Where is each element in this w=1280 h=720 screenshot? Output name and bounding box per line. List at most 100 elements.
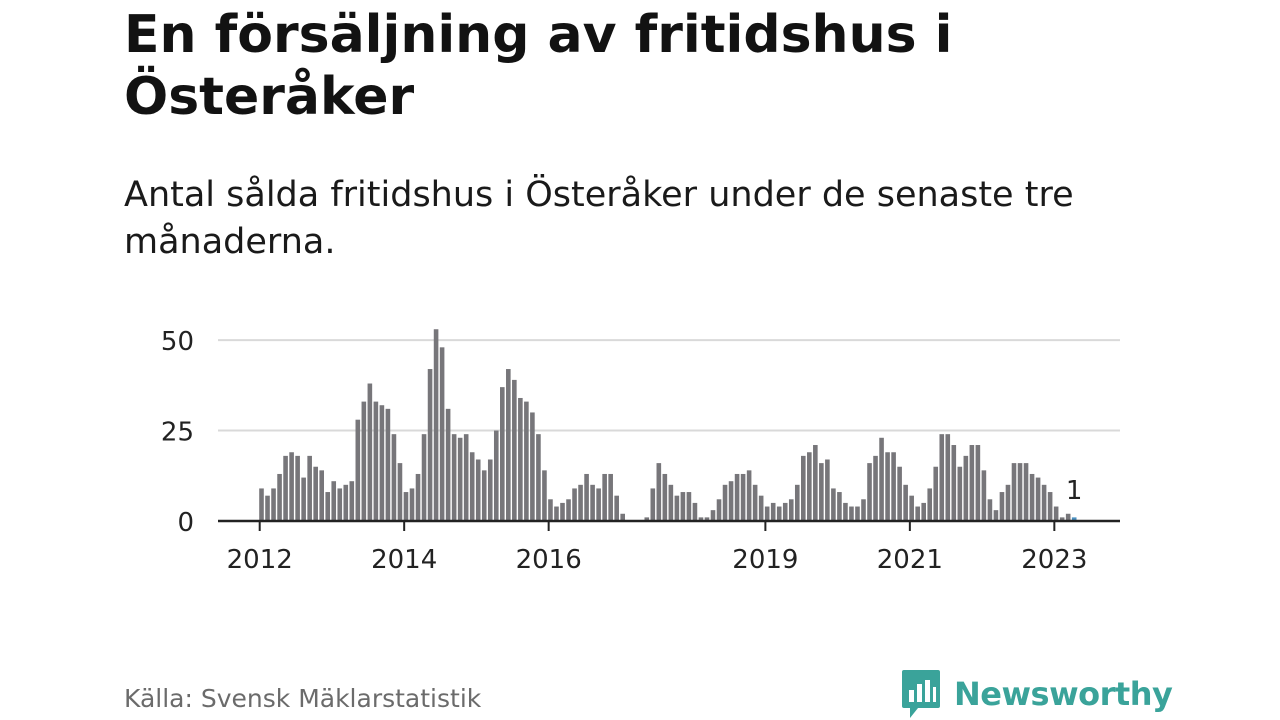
bar <box>963 455 969 521</box>
bar <box>770 502 776 521</box>
bar <box>1041 484 1047 521</box>
chart-title: En försäljning av fritidshus i Österåker <box>124 5 953 127</box>
bar <box>716 499 722 521</box>
bar <box>439 347 445 521</box>
bar <box>1011 463 1017 521</box>
bar <box>999 492 1005 521</box>
bar-chart: 0 25 50 2012 2014 2016 2019 2021 2023 1 <box>161 327 1120 575</box>
bar <box>343 484 349 521</box>
highlight-value-label: 1 <box>1066 476 1083 506</box>
source-note: Källa: Svensk Mäklarstatistik <box>124 684 482 713</box>
bar <box>265 495 270 521</box>
bar <box>590 484 595 521</box>
bar <box>512 379 517 521</box>
bar <box>903 484 908 521</box>
bar <box>1053 506 1059 521</box>
bar <box>861 499 866 521</box>
bar <box>415 473 421 521</box>
x-tick-label: 2019 <box>732 545 798 575</box>
newsworthy-logo-icon <box>902 670 940 718</box>
bar <box>379 405 385 521</box>
bar <box>879 437 884 521</box>
bar <box>782 502 788 521</box>
bar <box>969 445 975 521</box>
brand: Newsworthy <box>900 668 1173 720</box>
bar <box>403 492 409 521</box>
x-tick-label: 2014 <box>371 545 437 575</box>
bar <box>837 492 842 521</box>
bar <box>825 459 830 521</box>
bar <box>734 473 740 521</box>
bar <box>915 506 920 521</box>
bar <box>674 495 680 521</box>
bar <box>596 488 601 521</box>
bar <box>506 369 511 521</box>
brand-name: Newsworthy <box>954 675 1173 713</box>
x-tick-label: 2012 <box>227 545 293 575</box>
bar <box>554 506 559 521</box>
bar <box>295 455 300 521</box>
bar <box>1059 517 1065 521</box>
bar <box>1047 492 1053 521</box>
bar <box>794 484 800 521</box>
gridlines <box>218 339 1120 432</box>
bar <box>692 502 698 521</box>
y-axis-ticks: 0 25 50 <box>161 327 194 538</box>
bar <box>451 434 457 521</box>
bar <box>656 463 662 521</box>
bar <box>542 470 547 521</box>
bar <box>933 466 939 521</box>
bar <box>951 445 957 521</box>
x-tick-label: 2023 <box>1021 545 1087 575</box>
bar <box>602 473 607 521</box>
bar <box>614 495 619 521</box>
bar <box>945 434 951 521</box>
bar <box>481 470 487 521</box>
bar <box>909 495 914 521</box>
bar <box>939 434 945 521</box>
bar <box>704 517 710 521</box>
bar <box>1029 473 1035 521</box>
y-tick-label: 0 <box>177 508 194 538</box>
bar <box>788 499 794 521</box>
x-tick-label: 2016 <box>516 545 582 575</box>
bar <box>1065 513 1071 521</box>
bar <box>325 492 331 521</box>
bar <box>427 369 433 521</box>
bar <box>337 488 343 521</box>
bar <box>500 387 505 521</box>
bar <box>475 459 481 521</box>
bar <box>776 506 782 521</box>
bar <box>957 466 963 521</box>
bar <box>921 502 926 521</box>
bar <box>367 383 373 521</box>
bar <box>668 484 674 521</box>
bar <box>457 437 463 521</box>
bar <box>259 488 264 521</box>
x-axis-ticks: 2012 2014 2016 2019 2021 2023 <box>227 521 1087 575</box>
bar <box>867 463 872 521</box>
bar <box>993 510 999 521</box>
bar <box>307 455 312 521</box>
bar <box>752 484 758 521</box>
bar <box>289 452 294 521</box>
bar <box>463 434 469 521</box>
bar <box>813 445 818 521</box>
bar <box>801 455 806 521</box>
bar <box>313 466 318 521</box>
bar <box>349 481 355 521</box>
bar <box>283 455 288 521</box>
bar <box>301 477 306 521</box>
bar <box>819 463 824 521</box>
chart-subtitle: Antal sålda fritidshus i Österåker under… <box>124 175 1074 262</box>
bar <box>1005 484 1011 521</box>
bar <box>409 488 415 521</box>
bar <box>578 484 583 521</box>
bar <box>644 517 650 521</box>
bar <box>710 510 716 521</box>
bar <box>686 492 692 521</box>
bar <box>764 506 770 521</box>
bar <box>421 434 427 521</box>
bar-highlight <box>1071 517 1077 521</box>
bar <box>831 488 836 521</box>
